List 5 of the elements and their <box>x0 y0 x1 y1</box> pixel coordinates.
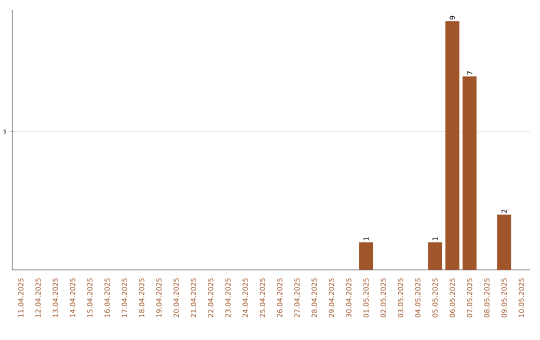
bar <box>359 242 374 270</box>
bar <box>445 21 460 270</box>
bar <box>497 214 512 270</box>
bar <box>462 76 477 270</box>
bar <box>428 242 442 270</box>
